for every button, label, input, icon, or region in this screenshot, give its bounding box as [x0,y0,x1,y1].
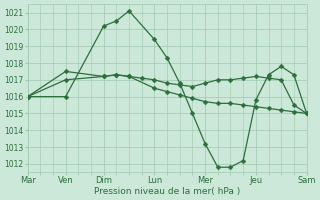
X-axis label: Pression niveau de la mer( hPa ): Pression niveau de la mer( hPa ) [94,187,240,196]
